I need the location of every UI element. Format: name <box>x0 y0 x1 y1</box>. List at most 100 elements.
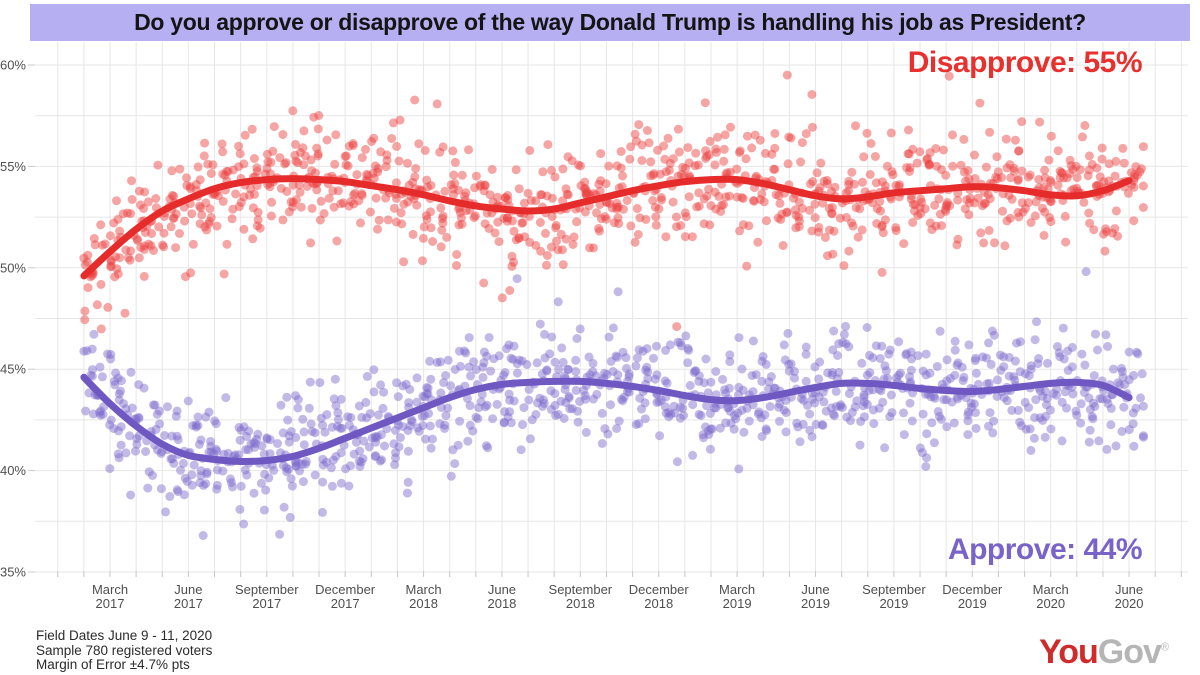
approve-poll-point <box>581 394 590 404</box>
approve-poll-point <box>612 352 622 362</box>
approve-poll-point <box>88 409 98 419</box>
approve-poll-point <box>799 396 809 405</box>
disapprove-poll-point <box>839 261 849 271</box>
approve-poll-point <box>718 374 728 384</box>
approve-poll-point <box>934 411 944 421</box>
approve-poll-point <box>355 462 365 471</box>
approve-poll-point <box>293 395 303 404</box>
disapprove-poll-point <box>438 214 447 223</box>
disapprove-poll-point <box>328 186 338 196</box>
approve-poll-point <box>638 346 648 356</box>
disapprove-poll-point <box>399 257 409 267</box>
disapprove-poll-point <box>738 194 748 203</box>
disapprove-poll-point <box>859 152 869 162</box>
disapprove-poll-point <box>418 233 428 243</box>
disapprove-poll-point <box>794 216 804 226</box>
approve-poll-point <box>441 371 450 380</box>
approve-poll-point <box>761 359 771 369</box>
disapprove-poll-point <box>1017 198 1027 208</box>
approve-poll-point <box>748 387 758 397</box>
approve-poll-point <box>702 401 712 411</box>
approve-poll-point <box>322 410 332 420</box>
y-axis-label: 60% <box>0 58 26 73</box>
disapprove-poll-point <box>704 150 714 160</box>
approve-poll-point <box>859 392 869 402</box>
disapprove-poll-point <box>719 144 729 154</box>
disapprove-poll-point <box>948 161 958 171</box>
disapprove-poll-point <box>344 141 354 151</box>
disapprove-poll-point <box>990 238 999 248</box>
approve-poll-point <box>179 490 189 500</box>
approve-poll-point <box>166 454 176 464</box>
approve-poll-point <box>1095 394 1105 404</box>
approve-poll-point <box>926 392 936 402</box>
disapprove-poll-point <box>309 112 319 122</box>
approve-poll-point <box>757 356 767 366</box>
approve-poll-point <box>704 430 714 439</box>
approve-poll-point <box>649 353 658 363</box>
approve-poll-point <box>116 376 126 386</box>
approve-poll-point <box>1038 416 1048 425</box>
disapprove-poll-point <box>568 240 578 249</box>
disapprove-poll-point <box>964 210 974 220</box>
disapprove-poll-point <box>543 140 553 150</box>
disapprove-poll-point <box>847 167 857 177</box>
disapprove-poll-point <box>1095 172 1105 182</box>
disapprove-poll-point <box>234 202 244 212</box>
approve-poll-point <box>539 395 548 405</box>
approve-poll-point <box>330 374 340 384</box>
disapprove-poll-point <box>376 147 386 157</box>
disapprove-poll-point <box>706 201 716 211</box>
approve-poll-point <box>891 373 901 383</box>
approve-poll-point <box>212 484 222 494</box>
approve-poll-point <box>395 433 405 443</box>
disapprove-poll-point <box>484 224 494 233</box>
disapprove-poll-point <box>738 220 748 230</box>
disapprove-poll-point <box>722 168 732 178</box>
disapprove-poll-point <box>408 177 418 187</box>
disapprove-poll-point <box>212 221 222 231</box>
disapprove-poll-point <box>613 213 623 223</box>
disapprove-poll-point <box>324 193 334 203</box>
approve-poll-point <box>1137 369 1147 379</box>
approve-poll-point <box>775 399 785 409</box>
approve-poll-point <box>239 422 249 432</box>
disapprove-poll-point <box>106 262 116 272</box>
disapprove-poll-point <box>182 173 191 183</box>
disapprove-poll-point <box>992 152 1002 162</box>
disapprove-poll-point <box>422 214 432 224</box>
approve-poll-point <box>993 375 1002 385</box>
approve-poll-point <box>864 385 874 395</box>
disapprove-poll-point <box>953 234 963 244</box>
approve-poll-point <box>294 457 304 467</box>
disapprove-poll-point <box>332 236 342 246</box>
approve-poll-point <box>937 379 947 389</box>
approve-poll-point <box>725 350 735 360</box>
approve-poll-point <box>720 385 730 395</box>
approve-poll-point <box>371 433 380 443</box>
disapprove-poll-point <box>205 204 215 214</box>
approve-poll-point <box>132 439 142 449</box>
disapprove-poll-point <box>841 188 851 198</box>
approve-poll-point <box>1081 267 1091 277</box>
approve-poll-point <box>855 440 865 450</box>
approve-poll-point <box>533 398 542 408</box>
approve-poll-point <box>160 431 170 440</box>
disapprove-poll-point <box>553 245 563 255</box>
approve-poll-point <box>236 425 246 435</box>
disapprove-poll-point <box>288 106 298 116</box>
approve-poll-point <box>486 366 496 376</box>
disapprove-poll-point <box>262 164 272 174</box>
approve-poll-point <box>1085 405 1095 414</box>
approve-poll-point <box>757 376 767 386</box>
disapprove-poll-point <box>965 198 974 208</box>
disapprove-poll-point <box>268 146 278 156</box>
disapprove-poll-point <box>581 190 591 200</box>
approve-poll-point <box>547 332 557 342</box>
approve-poll-point <box>176 465 185 475</box>
approve-poll-point <box>126 490 136 500</box>
disapprove-poll-point <box>266 157 276 167</box>
approve-poll-point <box>624 387 634 397</box>
disapprove-poll-point <box>1040 207 1050 217</box>
approve-poll-point <box>696 411 706 420</box>
